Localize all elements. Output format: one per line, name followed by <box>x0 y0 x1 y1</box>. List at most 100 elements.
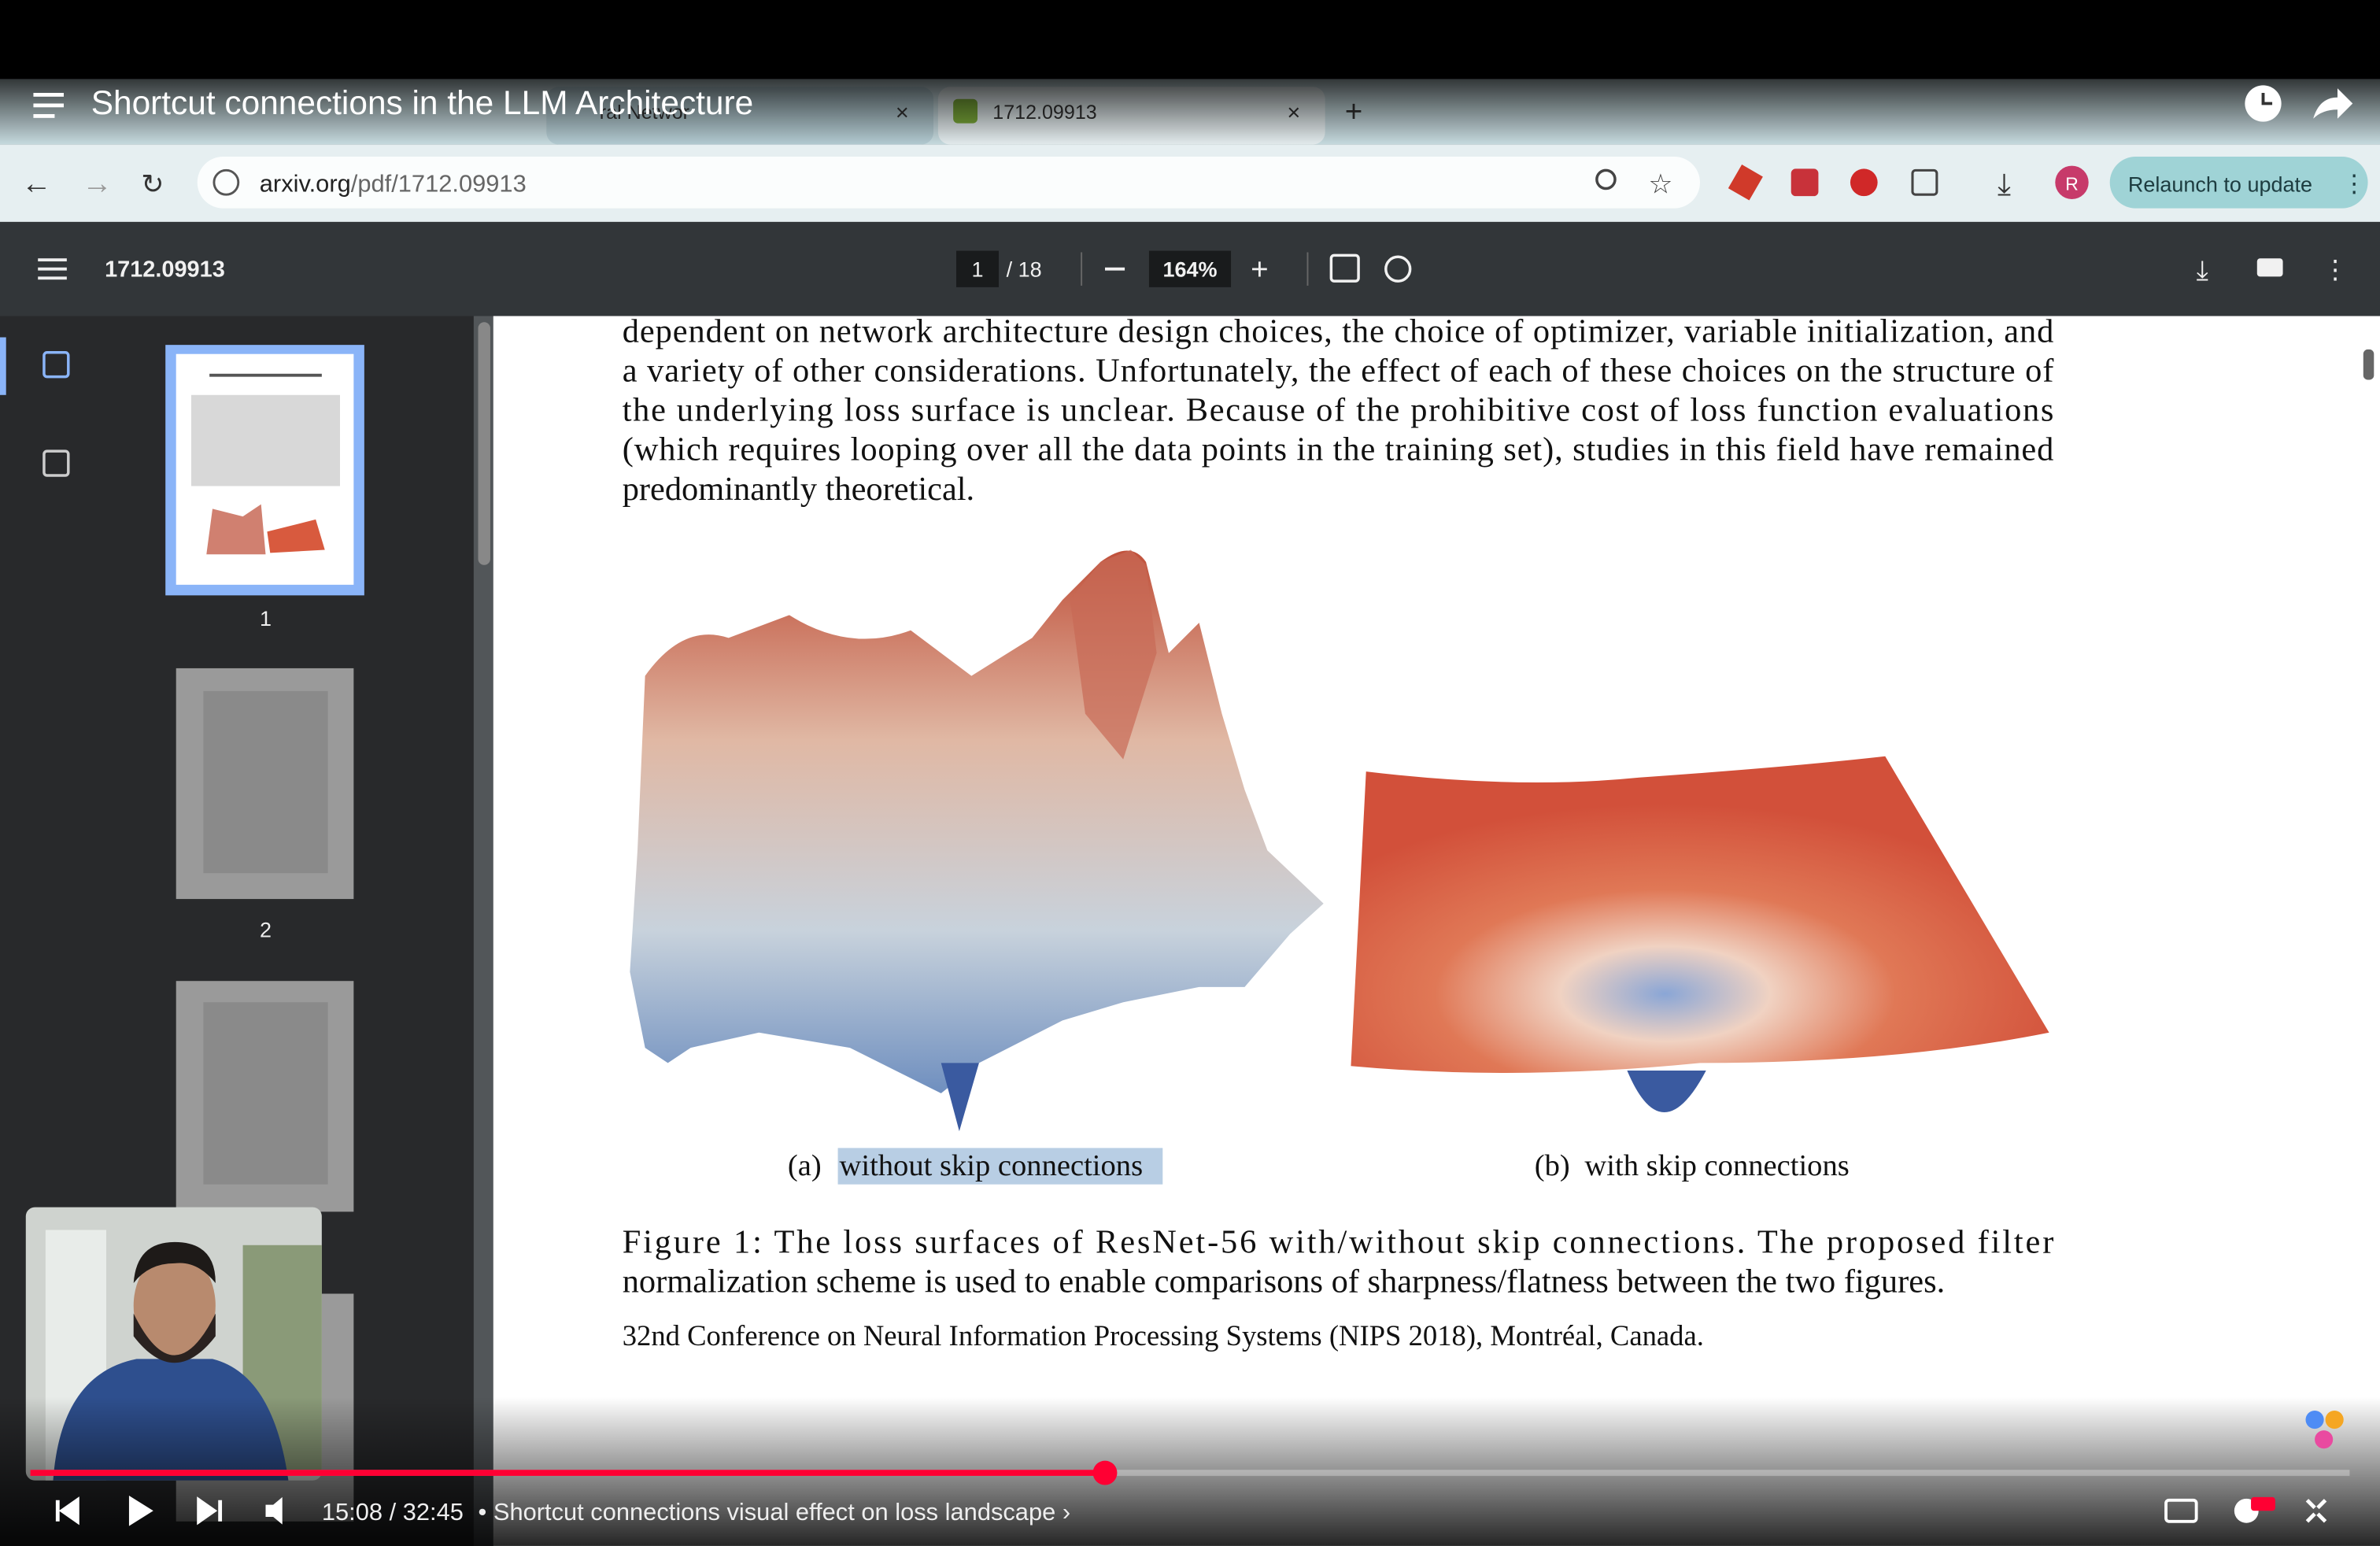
page-count: / 18 <box>1007 257 1042 281</box>
icon-bar <box>38 267 67 271</box>
subfigure-caption: with skip connections <box>1584 1149 1849 1182</box>
extension[interactable] <box>1850 168 1878 197</box>
subfigure-caption: without skip connections <box>840 1149 1144 1182</box>
page-input[interactable] <box>956 250 999 287</box>
paragraph: dependent on network architecture design… <box>623 313 2055 508</box>
forward-button[interactable]: → <box>82 166 113 200</box>
avatar-letter: R <box>2065 173 2079 194</box>
pdf-more[interactable]: ⋮ <box>2323 254 2349 283</box>
outline-tab[interactable] <box>42 449 70 477</box>
playlist-icon[interactable] <box>33 93 64 118</box>
icon-bar <box>33 103 64 108</box>
subfigure-label: (a) <box>788 1149 822 1182</box>
loss-minimum-a <box>941 1063 979 1132</box>
progress-scrubber[interactable] <box>1092 1460 1118 1485</box>
hd-badge <box>2251 1496 2275 1511</box>
next-button[interactable] <box>197 1496 223 1526</box>
figure-caption: Figure 1: The loss surfaces of ResNet-56… <box>623 1223 2054 1260</box>
scrollbar[interactable] <box>478 322 490 565</box>
subfigure-label: (b) <box>1535 1149 1570 1182</box>
relaunch-button[interactable] <box>2109 157 2368 209</box>
face <box>133 1251 216 1361</box>
thumb-text <box>203 1002 328 1185</box>
petal <box>2315 1430 2334 1449</box>
paragraph-line: predominantly theoretical. <box>623 471 974 508</box>
pdf-filename: 1712.09913 <box>105 257 225 282</box>
video-title: Shortcut connections in the LLM Architec… <box>91 84 754 121</box>
thumb-figure <box>206 504 266 555</box>
share-button[interactable] <box>2313 88 2353 119</box>
paragraph-line: the underlying loss surface is unclear. … <box>623 392 2054 429</box>
petal <box>2325 1411 2344 1429</box>
pdf-print[interactable] <box>2256 258 2283 277</box>
thumbnail-label: 2 <box>260 918 272 941</box>
site-info[interactable] <box>213 168 240 196</box>
icon-bar <box>38 258 67 262</box>
zoom-in[interactable]: + <box>1251 253 1269 287</box>
back-button[interactable]: ← <box>21 166 52 200</box>
loss-minimum-b <box>1627 1071 1706 1113</box>
thumb-text <box>203 690 328 874</box>
extension-pen[interactable] <box>1728 165 1763 201</box>
sidebar-selected <box>0 337 6 395</box>
separator <box>1081 252 1083 286</box>
conference-footer: 32nd Conference on Neural Information Pr… <box>623 1319 1704 1352</box>
icon-bar <box>33 93 64 97</box>
previous-button[interactable] <box>55 1496 79 1526</box>
figure-caption: normalization scheme is used to enable c… <box>623 1263 1945 1300</box>
exit-fullscreen[interactable] <box>2305 1499 2327 1523</box>
hair <box>133 1241 216 1283</box>
icon-bar <box>33 114 55 118</box>
paragraph-line: (which requires looping over all the dat… <box>623 431 2054 468</box>
play-button[interactable] <box>128 1496 153 1526</box>
assistant-icon[interactable] <box>2305 1411 2344 1449</box>
paragraph-line: a variety of other considerations. Unfor… <box>623 352 2055 389</box>
page-scrollbar[interactable] <box>2363 349 2374 380</box>
letterbox <box>0 0 2380 80</box>
url: arxiv.org/pdf/1712.09913 <box>260 169 527 197</box>
extension[interactable] <box>1791 168 1819 197</box>
zoom-level: 164% <box>1162 257 1217 281</box>
thumb-text <box>209 373 322 377</box>
zoom-out[interactable] <box>1105 267 1125 271</box>
rotate[interactable] <box>1384 255 1412 283</box>
address-bar[interactable] <box>197 157 1701 209</box>
bookmark-star[interactable]: ☆ <box>1648 169 1672 199</box>
zoom-input[interactable] <box>1148 250 1232 287</box>
video-top-shade <box>0 79 2380 146</box>
reload-button[interactable]: ↻ <box>141 169 164 199</box>
profile-avatar[interactable] <box>2055 165 2089 199</box>
pdf-menu[interactable] <box>38 258 67 280</box>
icon-bar <box>38 276 67 280</box>
separator <box>1306 252 1309 286</box>
loss-peak <box>1070 549 1157 760</box>
text-selection <box>837 1148 1163 1185</box>
zoom-icon[interactable] <box>1595 168 1617 190</box>
pdf-download[interactable]: ⤓ <box>2197 256 2208 286</box>
downloads-button[interactable]: ⤓ <box>1998 168 2011 202</box>
url-host: arxiv.org <box>260 169 351 197</box>
extensions-button[interactable] <box>1911 168 1938 196</box>
captions-button[interactable] <box>2164 1498 2198 1523</box>
fit-page[interactable] <box>1329 253 1360 283</box>
url-path: /pdf/1712.09913 <box>351 169 527 197</box>
progress-track[interactable] <box>30 1470 2350 1476</box>
thumbnail-label: 1 <box>260 607 272 631</box>
thumbnails-tab[interactable] <box>42 351 70 379</box>
thumb-figure <box>267 519 325 553</box>
paragraph-line: dependent on network architecture design… <box>623 313 2054 350</box>
petal <box>2305 1411 2324 1429</box>
clock-hands <box>2261 92 2273 105</box>
menu-dots[interactable]: ⋮ <box>2342 169 2367 197</box>
volume-button[interactable] <box>265 1496 283 1525</box>
progress-played <box>30 1470 1106 1476</box>
beard <box>133 1313 216 1363</box>
chapter-title[interactable]: • Shortcut connections visual effect on … <box>479 1498 1071 1526</box>
video-time: 15:08 / 32:45 <box>322 1498 464 1526</box>
loss-surface-b <box>1351 756 2049 1073</box>
loss-surface-a <box>630 550 1324 1093</box>
relaunch-label: Relaunch to update <box>2128 172 2312 196</box>
